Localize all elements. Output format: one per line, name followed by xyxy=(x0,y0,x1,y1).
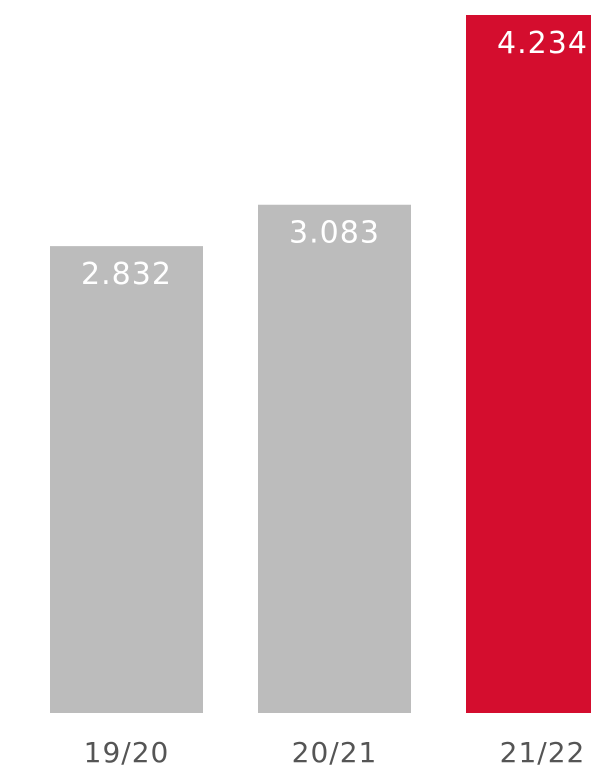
x-tick-label: 19/20 xyxy=(84,736,170,769)
bar-20-21 xyxy=(258,204,411,713)
x-tick-label: 21/22 xyxy=(500,736,586,769)
bars-group xyxy=(50,15,591,714)
bar-value-label: 2.832 xyxy=(81,257,172,292)
bar-21-22 xyxy=(466,15,591,713)
value-labels-group: 2.832 3.083 4.234 xyxy=(81,26,588,292)
bar-19-20 xyxy=(50,246,203,714)
x-tick-label: 20/21 xyxy=(292,736,378,769)
bar-value-label: 4.234 xyxy=(497,26,588,61)
x-tick-labels-group: 19/20 20/21 21/22 xyxy=(84,736,586,769)
bar-value-label: 3.083 xyxy=(289,216,380,251)
